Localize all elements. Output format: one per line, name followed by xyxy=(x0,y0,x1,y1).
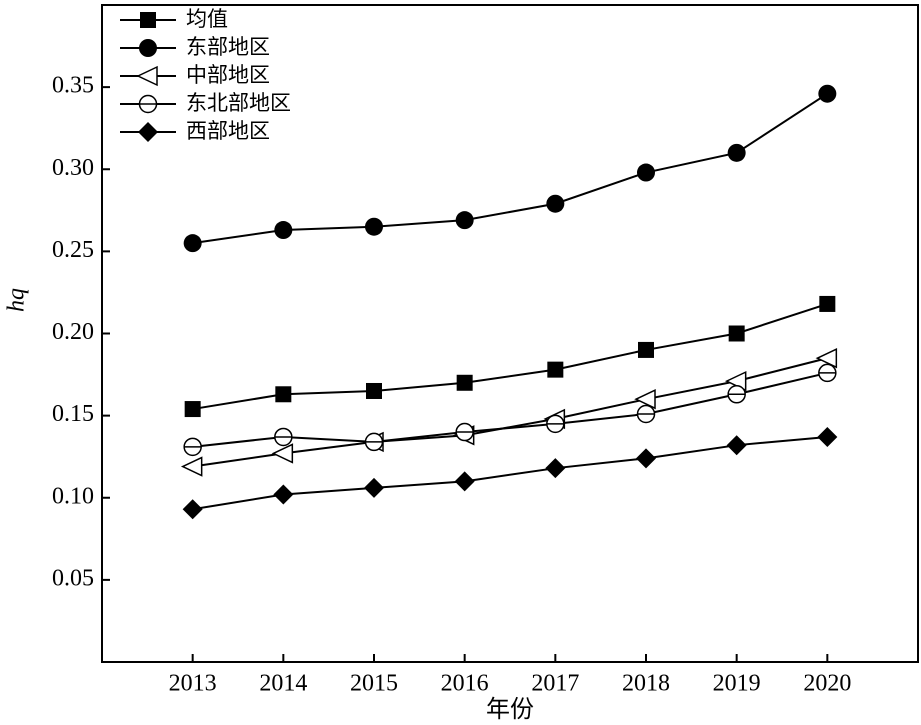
marker xyxy=(183,234,202,253)
marker xyxy=(271,443,294,464)
marker xyxy=(140,12,156,28)
y-tick-label: 0.20 xyxy=(52,319,94,345)
x-tick-label: 2018 xyxy=(622,671,670,697)
marker xyxy=(547,361,564,378)
marker xyxy=(545,458,566,479)
marker xyxy=(366,382,382,399)
y-tick-label: 0.15 xyxy=(52,401,94,427)
marker xyxy=(456,374,473,391)
legend-label: 东部地区 xyxy=(186,35,270,59)
x-tick-label: 2020 xyxy=(803,671,851,697)
marker xyxy=(819,295,836,312)
marker xyxy=(364,477,384,498)
marker xyxy=(182,499,203,520)
marker xyxy=(454,471,475,492)
marker xyxy=(637,163,655,182)
marker xyxy=(546,194,565,213)
series-line xyxy=(192,92,828,245)
marker xyxy=(727,143,746,162)
marker xyxy=(136,65,158,87)
marker xyxy=(726,435,747,456)
marker xyxy=(815,347,838,369)
x-tick-label: 2014 xyxy=(259,671,307,697)
legend-label: 均值 xyxy=(186,7,228,31)
legend-label: 西部地区 xyxy=(186,119,270,143)
y-tick-label: 0.35 xyxy=(52,73,94,99)
y-tick-label: 0.30 xyxy=(52,155,94,181)
marker xyxy=(138,122,158,142)
marker xyxy=(365,217,383,236)
y-axis-label: hq xyxy=(4,288,30,312)
marker xyxy=(818,84,837,103)
marker xyxy=(139,39,157,57)
x-tick-label: 2013 xyxy=(169,671,217,697)
series-line xyxy=(192,371,828,448)
marker xyxy=(275,386,292,403)
series-line xyxy=(192,302,828,411)
marker xyxy=(180,456,203,477)
marker xyxy=(638,341,654,358)
marker xyxy=(634,389,656,410)
marker xyxy=(817,426,838,447)
marker xyxy=(455,211,474,230)
y-tick-label: 0.05 xyxy=(52,565,94,591)
y-tick-label: 0.25 xyxy=(52,237,94,263)
marker xyxy=(184,401,201,418)
marker xyxy=(636,448,656,469)
legend-label: 东北部地区 xyxy=(186,91,291,115)
x-axis-label: 年份 xyxy=(486,695,534,723)
legend-label: 中部地区 xyxy=(186,63,270,87)
y-tick-label: 0.10 xyxy=(52,483,94,509)
x-tick-label: 2017 xyxy=(531,671,579,697)
marker xyxy=(274,221,293,240)
series-line xyxy=(192,435,828,511)
x-tick-label: 2019 xyxy=(713,671,761,697)
marker xyxy=(273,484,294,505)
x-tick-label: 2015 xyxy=(350,671,398,697)
marker xyxy=(728,325,745,342)
x-tick-label: 2016 xyxy=(441,671,489,697)
